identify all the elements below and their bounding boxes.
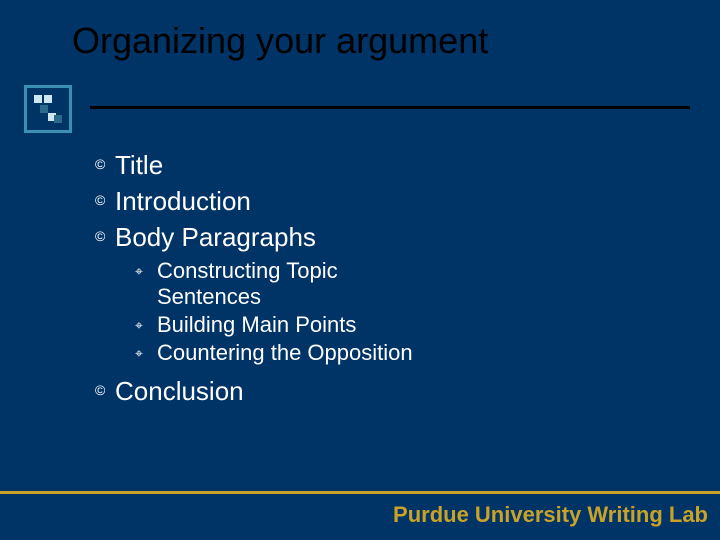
list-item: ⌖ Countering the Opposition	[135, 340, 660, 366]
list-item-label: Building Main Points	[157, 312, 356, 338]
bullet-l1-icon: ©	[95, 222, 115, 250]
bullet-l1-icon: ©	[95, 186, 115, 214]
list-item: © Conclusion	[95, 376, 660, 406]
list-item: © Title	[95, 150, 660, 180]
logo-square	[44, 95, 52, 103]
bullet-l2-icon: ⌖	[135, 340, 157, 366]
list-item-label: Body Paragraphs	[115, 222, 316, 252]
sub-list: ⌖ Constructing Topic Sentences ⌖ Buildin…	[135, 258, 660, 366]
list-item: ⌖ Constructing Topic Sentences	[135, 258, 660, 310]
bullet-l1-icon: ©	[95, 150, 115, 178]
footer-divider	[0, 491, 720, 494]
list-item: © Body Paragraphs	[95, 222, 660, 252]
slide: Organizing your argument © Title © Intro…	[0, 0, 720, 540]
list-item-label: Title	[115, 150, 163, 180]
title-divider	[90, 106, 690, 109]
logo-icon	[24, 85, 72, 133]
body-list: © Title © Introduction © Body Paragraphs…	[95, 150, 660, 412]
logo-icon-inner	[34, 95, 62, 123]
logo-square	[34, 95, 42, 103]
footer-text: Purdue University Writing Lab	[393, 502, 708, 528]
bullet-l2-icon: ⌖	[135, 258, 157, 284]
bullet-l1-icon: ©	[95, 376, 115, 404]
logo-square	[40, 105, 48, 113]
list-item: © Introduction	[95, 186, 660, 216]
bullet-l2-icon: ⌖	[135, 312, 157, 338]
list-item-label: Countering the Opposition	[157, 340, 413, 366]
list-item-label: Constructing Topic Sentences	[157, 258, 417, 310]
logo-square	[54, 115, 62, 123]
slide-title: Organizing your argument	[72, 20, 690, 62]
list-item-label: Conclusion	[115, 376, 244, 406]
list-item-label: Introduction	[115, 186, 251, 216]
list-item: ⌖ Building Main Points	[135, 312, 660, 338]
